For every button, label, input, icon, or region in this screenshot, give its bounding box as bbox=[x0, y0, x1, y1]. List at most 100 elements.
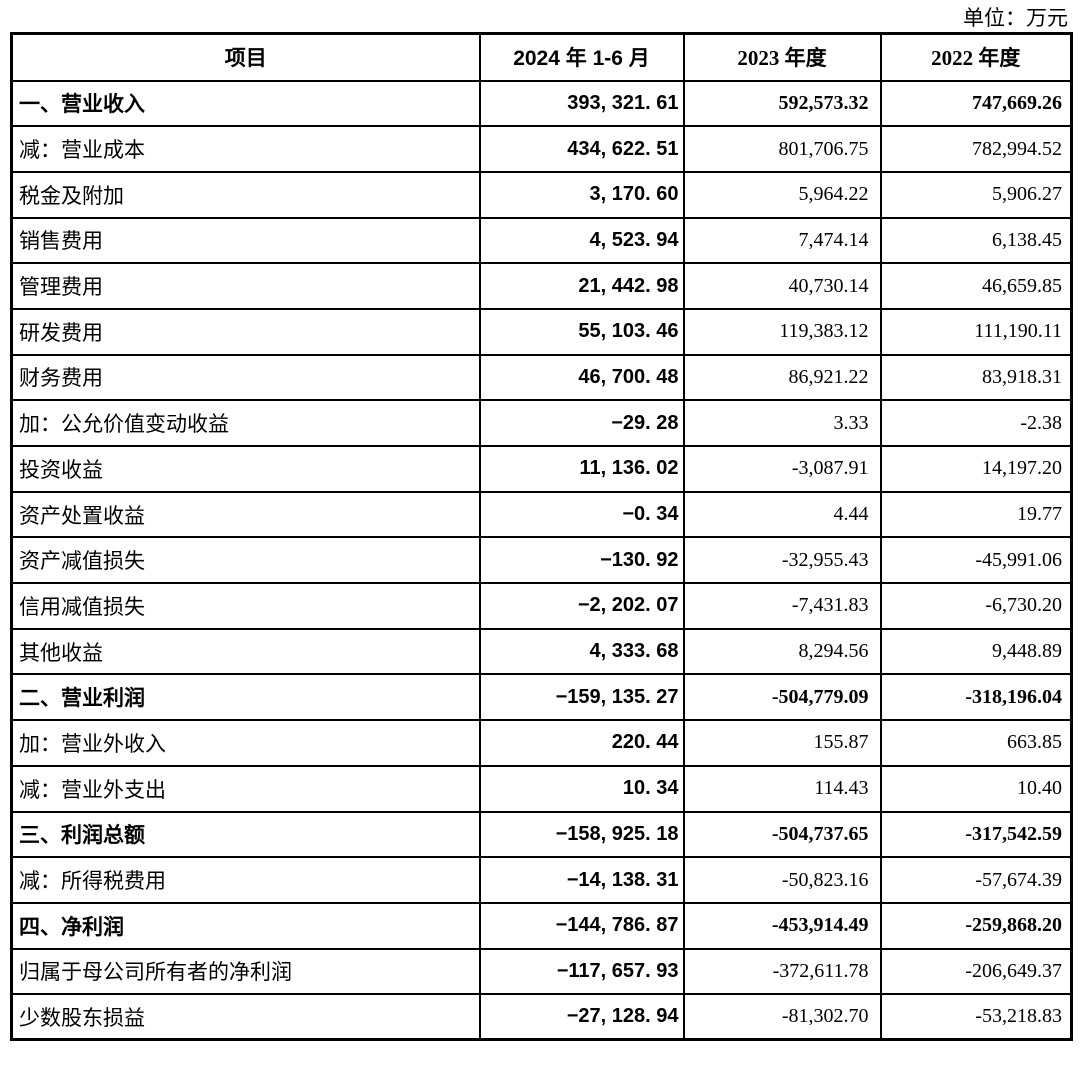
value-2023-cell: 119,383.12 bbox=[682, 307, 882, 356]
table-row: 二、营业利润 −159, 135. 27 -504,779.09 -318,19… bbox=[10, 673, 1073, 722]
value-2023-cell: -372,611.78 bbox=[682, 947, 882, 996]
row-label-cell: 减：营业成本 bbox=[10, 125, 481, 173]
value-2024h1-cell: −2, 202. 07 bbox=[478, 582, 685, 630]
value-2024h1-cell: 393, 321. 61 bbox=[478, 79, 685, 128]
value-2022-cell: 782,994.52 bbox=[879, 125, 1073, 173]
row-label-cell: 三、利润总额 bbox=[10, 810, 481, 859]
value-2022-cell: 6,138.45 bbox=[879, 216, 1073, 265]
value-2024h1-cell: 3, 170. 60 bbox=[478, 170, 685, 219]
unit-label: 单位：万元 bbox=[963, 6, 1068, 30]
value-2024h1-cell: 10. 34 bbox=[478, 764, 685, 813]
row-label-cell: 管理费用 bbox=[10, 262, 481, 310]
table-row: 减：营业成本 434, 622. 51 801,706.75 782,994.5… bbox=[10, 125, 1073, 173]
table-row: 信用减值损失 −2, 202. 07 -7,431.83 -6,730.20 bbox=[10, 582, 1073, 630]
value-2024h1-cell: 4, 333. 68 bbox=[478, 627, 685, 676]
value-2024h1-cell: −27, 128. 94 bbox=[478, 993, 685, 1041]
column-header-2024h1: 2024 年 1-6 月 bbox=[478, 32, 685, 82]
value-2022-cell: 19.77 bbox=[879, 490, 1073, 539]
table-row: 减：营业外支出 10. 34 114.43 10.40 bbox=[10, 764, 1073, 813]
value-2024h1-cell: 4, 523. 94 bbox=[478, 216, 685, 265]
value-2024h1-cell: −29. 28 bbox=[478, 399, 685, 447]
value-2024h1-cell: 11, 136. 02 bbox=[478, 445, 685, 493]
column-header-item: 项目 bbox=[10, 32, 481, 82]
value-2022-cell: 46,659.85 bbox=[879, 262, 1073, 310]
row-label-cell: 信用减值损失 bbox=[10, 582, 481, 630]
row-label-cell: 其他收益 bbox=[10, 627, 481, 676]
table-row: 其他收益 4, 333. 68 8,294.56 9,448.89 bbox=[10, 627, 1073, 676]
value-2024h1-cell: 21, 442. 98 bbox=[478, 262, 685, 310]
table-row: 销售费用 4, 523. 94 7,474.14 6,138.45 bbox=[10, 216, 1073, 265]
value-2023-cell: -504,779.09 bbox=[682, 673, 882, 722]
row-label-cell: 加：营业外收入 bbox=[10, 719, 481, 767]
value-2024h1-cell: −144, 786. 87 bbox=[478, 901, 685, 950]
row-label-cell: 一、营业收入 bbox=[10, 79, 481, 128]
value-2023-cell: 114.43 bbox=[682, 764, 882, 813]
row-label-cell: 投资收益 bbox=[10, 445, 481, 493]
row-label-cell: 销售费用 bbox=[10, 216, 481, 265]
header-row: 项目 2024 年 1-6 月 2023 年度 2022 年度 bbox=[10, 32, 1073, 82]
table-row: 少数股东损益 −27, 128. 94 -81,302.70 -53,218.8… bbox=[10, 993, 1073, 1041]
value-2023-cell: -50,823.16 bbox=[682, 856, 882, 904]
value-2022-cell: 747,669.26 bbox=[879, 79, 1073, 128]
row-label-cell: 四、净利润 bbox=[10, 901, 481, 950]
value-2023-cell: 801,706.75 bbox=[682, 125, 882, 173]
table-row: 加：营业外收入 220. 44 155.87 663.85 bbox=[10, 719, 1073, 767]
value-2024h1-cell: −117, 657. 93 bbox=[478, 947, 685, 996]
table-body: 一、营业收入 393, 321. 61 592,573.32 747,669.2… bbox=[10, 79, 1073, 1041]
table-row: 投资收益 11, 136. 02 -3,087.91 14,197.20 bbox=[10, 445, 1073, 493]
value-2024h1-cell: −130. 92 bbox=[478, 536, 685, 585]
value-2023-cell: -32,955.43 bbox=[682, 536, 882, 585]
value-2022-cell: -57,674.39 bbox=[879, 856, 1073, 904]
table-row: 加：公允价值变动收益 −29. 28 3.33 -2.38 bbox=[10, 399, 1073, 447]
row-label-cell: 归属于母公司所有者的净利润 bbox=[10, 947, 481, 996]
value-2023-cell: 8,294.56 bbox=[682, 627, 882, 676]
table-row: 一、营业收入 393, 321. 61 592,573.32 747,669.2… bbox=[10, 79, 1073, 128]
value-2022-cell: -317,542.59 bbox=[879, 810, 1073, 859]
row-label-cell: 加：公允价值变动收益 bbox=[10, 399, 481, 447]
value-2022-cell: -259,868.20 bbox=[879, 901, 1073, 950]
value-2023-cell: -504,737.65 bbox=[682, 810, 882, 859]
value-2023-cell: -3,087.91 bbox=[682, 445, 882, 493]
value-2022-cell: 14,197.20 bbox=[879, 445, 1073, 493]
table-header: 项目 2024 年 1-6 月 2023 年度 2022 年度 bbox=[10, 32, 1073, 82]
income-statement-table: 项目 2024 年 1-6 月 2023 年度 2022 年度 一、营业收入 3… bbox=[10, 32, 1073, 1042]
row-label-cell: 税金及附加 bbox=[10, 170, 481, 219]
value-2022-cell: 5,906.27 bbox=[879, 170, 1073, 219]
table-row: 资产处置收益 −0. 34 4.44 19.77 bbox=[10, 490, 1073, 539]
value-2022-cell: 83,918.31 bbox=[879, 353, 1073, 402]
value-2023-cell: 7,474.14 bbox=[682, 216, 882, 265]
value-2023-cell: 86,921.22 bbox=[682, 353, 882, 402]
table-row: 研发费用 55, 103. 46 119,383.12 111,190.11 bbox=[10, 307, 1073, 356]
value-2024h1-cell: −159, 135. 27 bbox=[478, 673, 685, 722]
value-2023-cell: -7,431.83 bbox=[682, 582, 882, 630]
row-label-cell: 资产处置收益 bbox=[10, 490, 481, 539]
table-row: 四、净利润 −144, 786. 87 -453,914.49 -259,868… bbox=[10, 901, 1073, 950]
table-row: 税金及附加 3, 170. 60 5,964.22 5,906.27 bbox=[10, 170, 1073, 219]
value-2023-cell: -453,914.49 bbox=[682, 901, 882, 950]
table-row: 财务费用 46, 700. 48 86,921.22 83,918.31 bbox=[10, 353, 1073, 402]
row-label-cell: 二、营业利润 bbox=[10, 673, 481, 722]
value-2024h1-cell: 220. 44 bbox=[478, 719, 685, 767]
table-row: 管理费用 21, 442. 98 40,730.14 46,659.85 bbox=[10, 262, 1073, 310]
value-2024h1-cell: −158, 925. 18 bbox=[478, 810, 685, 859]
value-2023-cell: -81,302.70 bbox=[682, 993, 882, 1041]
value-2023-cell: 3.33 bbox=[682, 399, 882, 447]
value-2024h1-cell: −14, 138. 31 bbox=[478, 856, 685, 904]
table-row: 归属于母公司所有者的净利润 −117, 657. 93 -372,611.78 … bbox=[10, 947, 1073, 996]
column-header-2022: 2022 年度 bbox=[879, 32, 1073, 82]
column-header-2023: 2023 年度 bbox=[682, 32, 882, 82]
value-2022-cell: 663.85 bbox=[879, 719, 1073, 767]
value-2024h1-cell: −0. 34 bbox=[478, 490, 685, 539]
value-2022-cell: -318,196.04 bbox=[879, 673, 1073, 722]
row-label-cell: 财务费用 bbox=[10, 353, 481, 402]
table-row: 减：所得税费用 −14, 138. 31 -50,823.16 -57,674.… bbox=[10, 856, 1073, 904]
table-row: 资产减值损失 −130. 92 -32,955.43 -45,991.06 bbox=[10, 536, 1073, 585]
value-2023-cell: 592,573.32 bbox=[682, 79, 882, 128]
table-row: 三、利润总额 −158, 925. 18 -504,737.65 -317,54… bbox=[10, 810, 1073, 859]
row-label-cell: 减：营业外支出 bbox=[10, 764, 481, 813]
value-2022-cell: -6,730.20 bbox=[879, 582, 1073, 630]
value-2024h1-cell: 55, 103. 46 bbox=[478, 307, 685, 356]
value-2023-cell: 40,730.14 bbox=[682, 262, 882, 310]
value-2022-cell: 111,190.11 bbox=[879, 307, 1073, 356]
value-2023-cell: 155.87 bbox=[682, 719, 882, 767]
